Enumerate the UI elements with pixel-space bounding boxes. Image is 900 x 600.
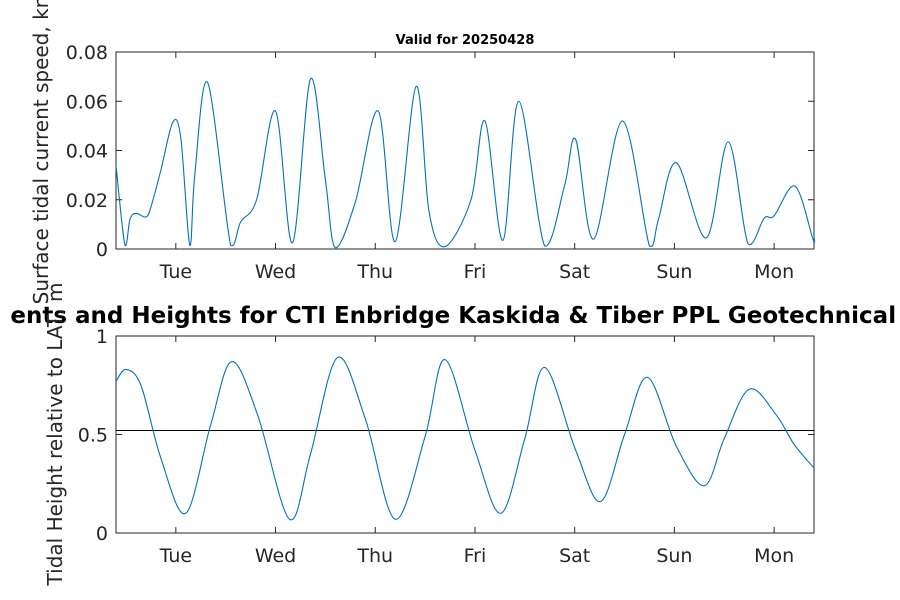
speed-y-tick-label: 0.04 (66, 141, 108, 163)
speed-axes-box (115, 51, 815, 250)
height-y-tick-label: 0.5 (78, 425, 108, 447)
speed-x-tick-label: Fri (464, 261, 487, 283)
height-axes-box (115, 335, 815, 534)
speed-series-line (115, 77, 816, 249)
speed-x-ticks: Tue Wed Thu Fri Sat Sun Mon (159, 52, 794, 283)
speed-y-tick-label: 0.06 (66, 91, 108, 113)
height-series-line (115, 356, 815, 521)
speed-y-ticks: 0 0.02 0.04 0.06 0.08 (66, 42, 814, 261)
speed-x-tick-label: Tue (159, 261, 192, 283)
height-x-ticks: Tue Wed Thu Fri Sat Sun Mon (159, 336, 794, 567)
speed-chart-title: Valid for 20250428 (396, 33, 535, 48)
height-x-tick-label: Wed (255, 545, 296, 567)
height-y-axis-label: Tidal Height relative to LAT, m (43, 283, 67, 587)
height-series-group (115, 356, 815, 521)
speed-x-tick-label: Sat (559, 261, 590, 283)
speed-chart: 00.020.040.060.08 Tue Wed Thu Fri Sat Sun Mon … (29, 0, 816, 304)
height-x-tick-label: Tue (159, 545, 192, 567)
speed-series-group (115, 77, 816, 249)
height-y-tick-label: 1 (96, 326, 108, 348)
speed-x-tick-label: Thu (356, 261, 393, 283)
speed-y-tick-label: 0 (96, 239, 108, 261)
speed-x-tick-label: Sun (656, 261, 692, 283)
speed-y-tick-label: 0.08 (66, 42, 108, 64)
speed-y-tick-label: 0.02 (66, 190, 108, 212)
height-x-tick-label: Sun (656, 545, 692, 567)
height-y-ticks: 00.51 (78, 326, 814, 545)
height-x-tick-label: Mon (754, 545, 794, 567)
speed-x-tick-label: Wed (255, 261, 296, 283)
height-x-tick-label: Fri (464, 545, 487, 567)
speed-x-tick-label: Mon (754, 261, 794, 283)
height-y-tick-label: 0 (96, 523, 108, 545)
height-x-tick-label: Thu (356, 545, 393, 567)
height-x-tick-label: Sat (559, 545, 590, 567)
height-chart-title: ents and Heights for CTI Enbridge Kaskid… (10, 303, 900, 329)
height-chart: 00.51 Tue Wed Thu Fri Sat Sun Mon ents and Hei… (10, 283, 900, 587)
speed-y-axis-label: Surface tidal current speed, kn (29, 0, 53, 304)
